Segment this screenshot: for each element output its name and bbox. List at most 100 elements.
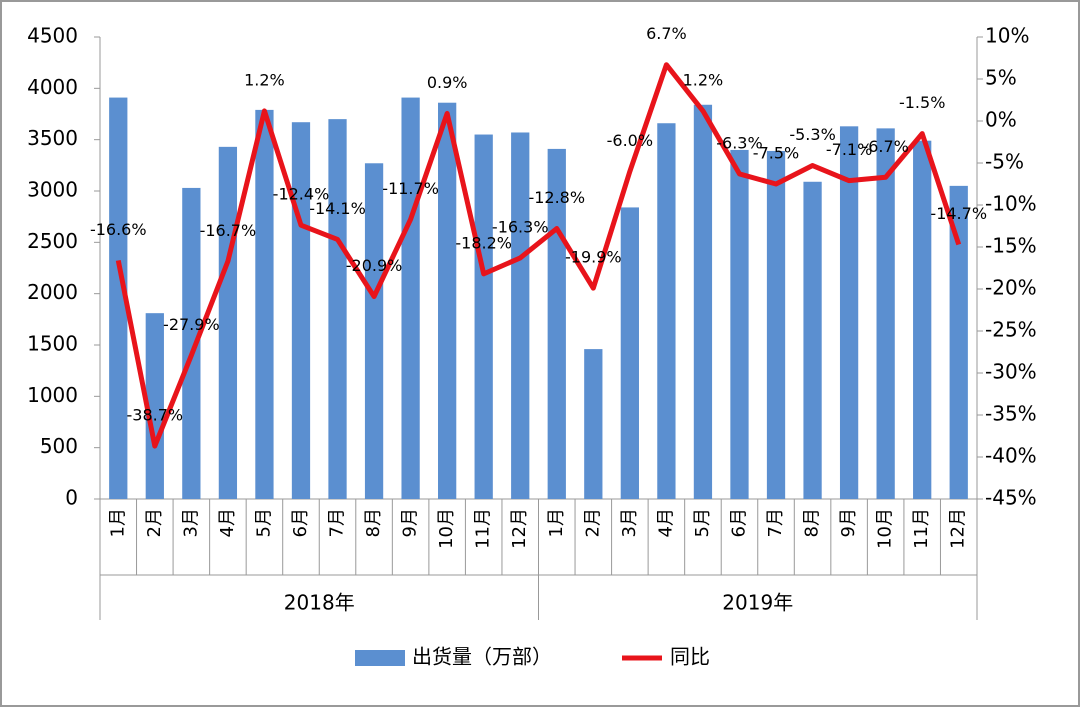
x-tick-label: 4月 (217, 508, 238, 537)
y-tick-label: 3500 (27, 126, 78, 150)
data-label: -18.2% (455, 233, 512, 252)
group-label: 2018年 (284, 591, 355, 615)
bar (438, 102, 457, 499)
bar (218, 146, 238, 499)
bar (657, 123, 676, 500)
bar (145, 313, 164, 499)
bar (876, 128, 895, 499)
data-label: -6.7% (862, 137, 908, 156)
y-tick-label: 4000 (27, 75, 78, 99)
data-label: -12.8% (528, 188, 585, 207)
bar (913, 140, 932, 499)
bar (401, 97, 420, 499)
y2-tick-label: -45% (985, 486, 1037, 510)
x-tick-label: 9月 (838, 508, 859, 537)
y-tick-label: 500 (40, 434, 78, 458)
data-label: -7.1% (826, 140, 872, 159)
x-tick-label: 10月 (436, 508, 457, 549)
y2-tick-label: -20% (985, 276, 1037, 300)
x-tick-label: 12月 (948, 508, 969, 549)
bar (693, 104, 713, 499)
x-tick-label: 7月 (765, 508, 786, 537)
x-tick-label: 8月 (363, 508, 384, 537)
data-label: -14.7% (930, 204, 987, 223)
y2-tick-label: 0% (985, 108, 1017, 132)
x-tick-label: 2月 (582, 508, 603, 537)
data-label: -19.9% (565, 248, 622, 267)
y-tick-label: 2000 (27, 280, 78, 304)
bar (474, 134, 493, 500)
bar (803, 181, 822, 499)
data-label: -16.3% (492, 217, 549, 236)
y-tick-label: 1000 (27, 383, 78, 407)
bar (182, 187, 201, 500)
x-tick-label: 6月 (728, 508, 749, 537)
x-tick-label: 1月 (546, 508, 567, 537)
y-tick-label: 1500 (27, 332, 78, 356)
y2-tick-label: -40% (985, 444, 1037, 468)
data-label: -14.1% (309, 199, 366, 218)
y2-tick-label: 5% (985, 66, 1017, 90)
data-label: -11.7% (382, 179, 439, 198)
y2-tick-label: -25% (985, 318, 1037, 342)
y2-tick-label: -35% (985, 402, 1037, 426)
data-label: -38.7% (127, 406, 184, 425)
x-tick-label: 11月 (473, 508, 494, 549)
bar (364, 163, 384, 499)
data-label: -16.7% (200, 221, 257, 240)
data-label: -6.0% (607, 131, 653, 150)
bar (328, 119, 347, 499)
bar (584, 349, 603, 499)
x-tick-label: 5月 (253, 508, 274, 537)
x-tick-label: 4月 (655, 508, 676, 537)
data-label: -12.4% (273, 185, 330, 204)
data-label: 6.7% (646, 24, 687, 43)
y-tick-label: 3000 (27, 178, 78, 202)
y2-tick-label: -5% (985, 150, 1024, 174)
legend-label: 出货量（万部） (412, 645, 552, 669)
data-label: -6.3% (716, 133, 762, 152)
bar (766, 150, 786, 499)
data-label: 0.9% (427, 73, 468, 92)
x-tick-label: 11月 (911, 508, 932, 549)
data-label: 1.2% (683, 70, 724, 89)
line (115, 62, 962, 449)
bar (511, 132, 530, 500)
x-tick-label: 12月 (509, 508, 530, 549)
legend-swatch (355, 650, 405, 666)
bar (291, 122, 311, 500)
x-tick-label: 7月 (327, 508, 348, 537)
data-label: -27.9% (163, 315, 220, 334)
bar (620, 207, 639, 499)
bar (949, 185, 968, 499)
y-tick-label: 0 (65, 486, 78, 510)
x-tick-label: 9月 (400, 508, 421, 537)
group-label: 2019年 (722, 591, 793, 615)
y2-tick-label: -15% (985, 234, 1037, 258)
x-tick-label: 6月 (290, 508, 311, 537)
data-label: 1.2% (244, 70, 285, 89)
y2-tick-label: -30% (985, 360, 1037, 384)
x-tick-label: 5月 (692, 508, 713, 537)
x-tick-label: 3月 (180, 508, 201, 537)
bar (255, 109, 274, 499)
x-tick-label: 10月 (875, 508, 896, 549)
x-tick-label: 2月 (144, 508, 165, 537)
bar (839, 126, 859, 499)
data-label: -5.3% (789, 125, 835, 144)
x-tick-label: 1月 (107, 508, 128, 537)
y-tick-label: 2500 (27, 229, 78, 253)
bar (730, 149, 749, 499)
legend-label: 同比 (670, 645, 710, 669)
y2-tick-label: -10% (985, 192, 1037, 216)
data-label: -7.5% (753, 144, 799, 163)
y2-tick-label: 10% (985, 24, 1029, 48)
data-label: -16.6% (90, 220, 147, 239)
y-tick-label: 4500 (27, 24, 78, 48)
x-tick-label: 3月 (619, 508, 640, 537)
bar (109, 97, 128, 499)
data-label: -20.9% (346, 256, 403, 275)
x-tick-label: 8月 (802, 508, 823, 537)
